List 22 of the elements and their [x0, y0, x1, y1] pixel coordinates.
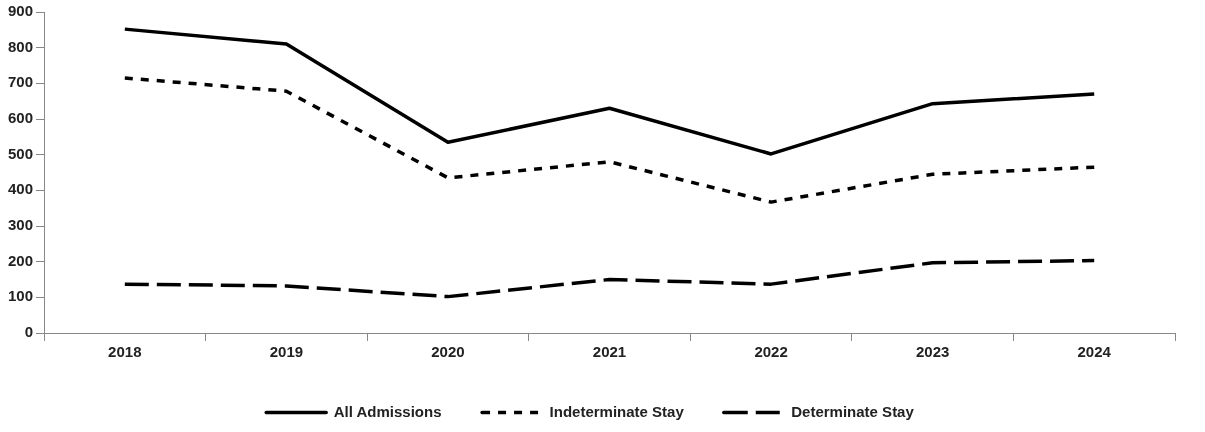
- x-tick-label: 2021: [592, 343, 627, 361]
- line-series: [123, 258, 1096, 299]
- y-tick-label: 200: [8, 251, 34, 269]
- y-tick-label: 700: [8, 73, 34, 91]
- y-tick-label: 900: [8, 2, 34, 20]
- y-tick-label: 800: [8, 37, 34, 55]
- x-tick-label: 2018: [108, 343, 142, 361]
- y-tick-label: 100: [8, 287, 34, 305]
- x-tick-label: 2020: [431, 343, 465, 361]
- x-tick-label: 2019: [269, 343, 304, 361]
- y-tick-label: 600: [8, 109, 34, 127]
- x-tick-label: 2024: [1077, 343, 1112, 361]
- y-tick-label: 0: [24, 323, 34, 341]
- y-tick-label: 400: [8, 180, 34, 198]
- legend-label: Indeterminate Stay: [549, 402, 685, 420]
- y-tick-label: 500: [8, 144, 34, 162]
- x-tick-label: 2023: [915, 343, 950, 361]
- y-tick-label: 300: [8, 216, 34, 234]
- x-tick-label: 2022: [754, 343, 788, 361]
- line-series: [123, 76, 1096, 204]
- legend-label: Determinate Stay: [791, 402, 915, 420]
- legend-label: All Admissions: [333, 402, 442, 420]
